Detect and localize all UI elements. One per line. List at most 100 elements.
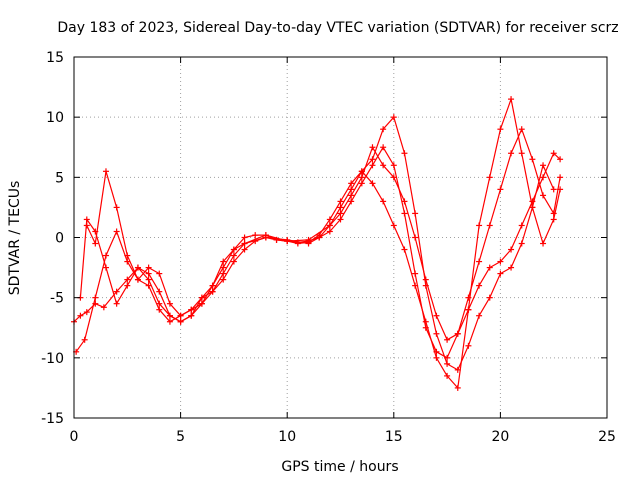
data-point — [166, 318, 173, 325]
data-point — [337, 198, 344, 205]
data-point — [337, 216, 344, 223]
data-point — [557, 174, 564, 181]
data-point — [83, 222, 90, 229]
data-point — [134, 276, 141, 283]
data-point — [337, 204, 344, 211]
data-series — [71, 96, 564, 391]
data-point — [486, 294, 493, 301]
data-point — [369, 144, 376, 151]
data-point — [198, 294, 205, 301]
x-tick-label: 25 — [598, 429, 616, 445]
data-point — [124, 276, 131, 283]
data-point — [444, 360, 451, 367]
data-point — [529, 156, 536, 163]
data-point — [156, 300, 163, 307]
y-axis-label: SDTVAR / TECUs — [7, 181, 23, 296]
data-point — [241, 240, 248, 247]
data-point — [230, 258, 237, 265]
grid — [74, 57, 607, 418]
series-line — [86, 128, 561, 341]
data-point — [369, 162, 376, 169]
data-point — [412, 210, 419, 217]
data-point — [102, 168, 109, 175]
data-point — [145, 270, 152, 277]
data-point — [422, 318, 429, 325]
data-point — [220, 270, 227, 277]
data-point — [284, 238, 291, 245]
data-point — [380, 162, 387, 169]
data-point — [401, 246, 408, 253]
data-point — [124, 258, 131, 265]
data-point — [83, 309, 90, 316]
data-point — [454, 330, 461, 337]
data-point — [113, 228, 120, 235]
series-line — [73, 146, 561, 359]
data-point — [348, 198, 355, 205]
data-point — [145, 282, 152, 289]
data-point — [326, 228, 333, 235]
data-point — [550, 186, 557, 193]
data-point — [124, 252, 131, 259]
data-point — [145, 264, 152, 271]
data-point — [124, 282, 131, 289]
data-point — [433, 354, 440, 361]
data-point — [188, 312, 195, 319]
data-point — [486, 222, 493, 229]
data-point — [508, 264, 515, 271]
data-point — [454, 384, 461, 391]
data-point — [348, 186, 355, 193]
series-line — [75, 116, 555, 371]
data-point — [177, 318, 184, 325]
data-point — [230, 246, 237, 253]
data-point — [497, 270, 504, 277]
series-line — [79, 98, 561, 389]
data-point — [134, 264, 141, 271]
data-point — [508, 150, 515, 157]
data-point — [177, 312, 184, 319]
data-point — [518, 126, 525, 133]
data-point — [433, 330, 440, 337]
y-tick-label: 0 — [55, 231, 64, 247]
data-point — [465, 306, 472, 313]
data-point — [305, 236, 312, 243]
axis-ticks: 0 5 10 15 20 25 -15 -10 -5 0 5 10 15 — [41, 50, 616, 445]
data-point — [540, 240, 547, 247]
data-point — [369, 156, 376, 163]
data-point — [518, 150, 525, 157]
data-point — [156, 270, 163, 277]
data-point — [444, 336, 451, 343]
data-point — [476, 222, 483, 229]
data-point — [401, 150, 408, 157]
x-axis-label: GPS time / hours — [281, 459, 398, 475]
data-point — [198, 300, 205, 307]
data-point — [550, 150, 557, 157]
data-point — [358, 174, 365, 181]
data-point — [465, 342, 472, 349]
data-point — [497, 186, 504, 193]
data-point — [518, 240, 525, 247]
data-point — [337, 210, 344, 217]
data-point — [102, 264, 109, 271]
y-tick-label: -15 — [41, 411, 64, 427]
data-point — [316, 234, 323, 241]
x-tick-label: 0 — [70, 429, 79, 445]
data-point — [156, 288, 163, 295]
data-point — [358, 180, 365, 187]
data-point — [220, 276, 227, 283]
y-tick-label: 15 — [46, 50, 64, 66]
data-point — [401, 210, 408, 217]
data-point — [508, 246, 515, 253]
x-tick-label: 5 — [176, 429, 185, 445]
series-trace-3 — [77, 96, 564, 391]
data-point — [369, 180, 376, 187]
data-point — [380, 126, 387, 133]
data-point — [497, 126, 504, 133]
data-point — [540, 174, 547, 181]
y-tick-label: -5 — [50, 291, 64, 307]
y-tick-label: 10 — [46, 110, 64, 126]
data-point — [550, 210, 557, 217]
data-point — [476, 282, 483, 289]
data-point — [486, 264, 493, 271]
data-point — [412, 282, 419, 289]
